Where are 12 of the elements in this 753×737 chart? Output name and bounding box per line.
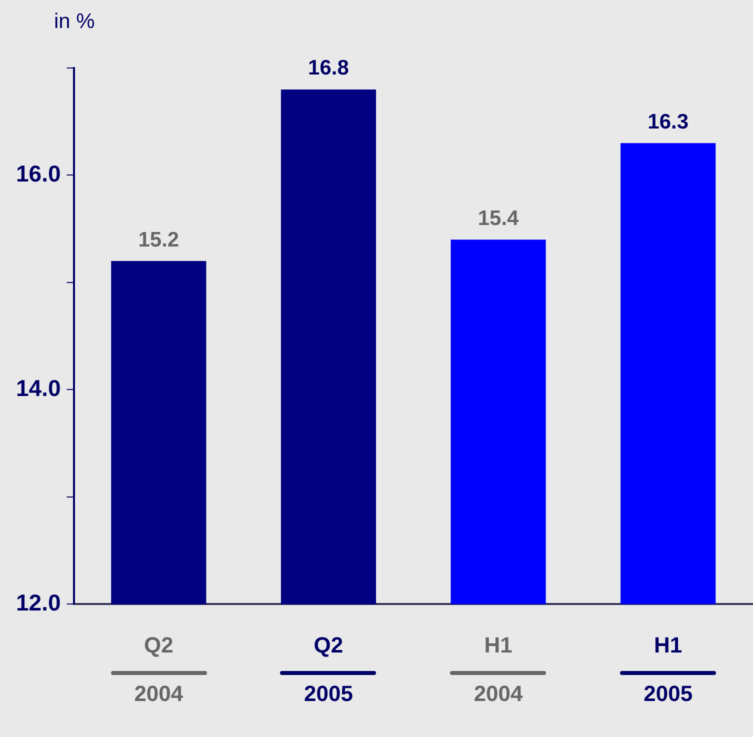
data-label: 16.3 xyxy=(648,110,689,134)
data-label: 16.8 xyxy=(308,56,350,80)
y-tick-label: 16.0 xyxy=(16,160,61,187)
y-tick-label: 14.0 xyxy=(16,375,61,402)
x-tick-label: Q2 2004 xyxy=(134,632,184,706)
data-label: 15.2 xyxy=(138,228,180,252)
x-tick-label: H1 2005 xyxy=(644,632,693,706)
data-label: 15.4 xyxy=(478,206,520,230)
y-tick-label: 12.0 xyxy=(16,590,61,616)
y-axis-title: in % xyxy=(54,10,95,34)
x-tick-label: Q2 2005 xyxy=(304,632,353,706)
x-tick-label: H1 2004 xyxy=(474,632,524,706)
